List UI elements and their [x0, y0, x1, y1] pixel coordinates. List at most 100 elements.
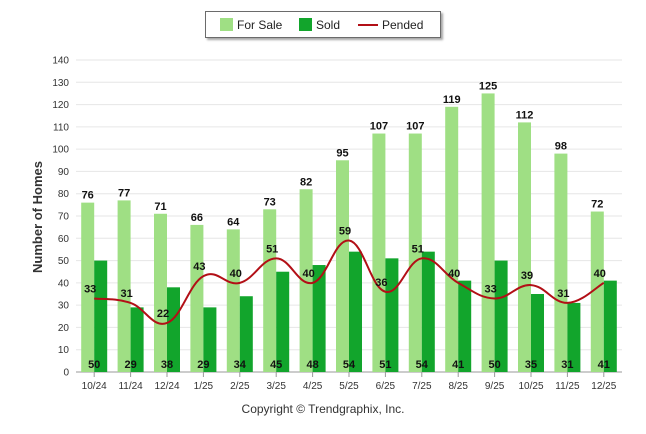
data-label-for-sale: 107 — [370, 121, 388, 133]
data-label-sold: 29 — [124, 359, 136, 371]
bar-for-sale — [518, 122, 531, 373]
bar-for-sale — [81, 202, 95, 372]
bar-for-sale — [190, 224, 204, 372]
legend-swatch-sold — [299, 18, 312, 31]
x-tick-label: 10/24 — [82, 381, 107, 392]
bar-for-sale — [226, 229, 240, 372]
bar-sold — [203, 307, 217, 372]
legend-label-sold: Sold — [316, 17, 341, 32]
bar-for-sale — [445, 106, 459, 373]
y-tick-label: 40 — [58, 278, 70, 289]
data-label-pended: 51 — [412, 243, 424, 255]
data-label-sold: 41 — [598, 359, 610, 371]
bar-for-sale — [408, 133, 422, 372]
bar-sold — [567, 302, 581, 372]
legend-item-for-sale[interactable]: For Sale — [220, 12, 282, 37]
data-label-pended: 59 — [339, 226, 351, 238]
data-label-for-sale: 107 — [406, 121, 424, 133]
x-tick-label: 12/24 — [154, 381, 179, 392]
data-label-sold: 45 — [270, 359, 282, 371]
data-label-pended: 40 — [594, 268, 606, 280]
x-tick-label: 2/25 — [230, 381, 250, 392]
x-tick-label: 12/25 — [591, 381, 616, 392]
y-tick-label: 60 — [58, 234, 70, 245]
x-tick-label: 9/25 — [485, 381, 505, 392]
data-label-sold: 38 — [161, 359, 173, 371]
x-tick-label: 4/25 — [303, 381, 323, 392]
x-tick-label: 7/25 — [412, 381, 432, 392]
bar-sold — [167, 287, 180, 372]
bar-sold — [531, 294, 544, 372]
bar-for-sale — [263, 209, 277, 372]
data-label-sold: 54 — [343, 359, 356, 371]
bar-for-sale — [372, 133, 386, 372]
bar-sold — [130, 307, 144, 372]
data-label-pended: 51 — [266, 243, 278, 255]
x-tick-label: 8/25 — [448, 381, 468, 392]
x-tick-label: 5/25 — [339, 381, 359, 392]
bar-for-sale — [154, 213, 167, 372]
x-tick-label: 11/24 — [118, 381, 143, 392]
data-label-for-sale: 98 — [555, 141, 567, 153]
y-tick-label: 30 — [58, 301, 70, 312]
chart-legend: For Sale Sold Pended — [205, 11, 441, 38]
y-tick-label: 140 — [52, 56, 69, 67]
x-tick-label: 1/25 — [194, 381, 214, 392]
data-label-sold: 31 — [561, 359, 573, 371]
y-tick-label: 70 — [58, 212, 70, 223]
data-label-sold: 48 — [306, 359, 318, 371]
line-layer — [94, 239, 605, 325]
data-label-for-sale: 71 — [154, 201, 166, 213]
label-layer: 76 50 77 29 71 38 66 29 64 34 73 45 82 48 95 54 107 51 107… — [82, 80, 610, 371]
y-tick-label: 0 — [63, 368, 69, 379]
data-label-for-sale: 95 — [336, 147, 348, 159]
data-label-sold: 29 — [197, 359, 209, 371]
data-label-sold: 35 — [525, 359, 537, 371]
data-label-for-sale: 119 — [443, 94, 461, 106]
bar-sold — [603, 280, 617, 372]
data-label-pended: 31 — [120, 288, 132, 300]
data-label-sold: 34 — [234, 359, 247, 371]
data-label-for-sale: 64 — [227, 216, 240, 228]
data-label-for-sale: 82 — [300, 176, 312, 188]
x-tick-label: 3/25 — [266, 381, 286, 392]
data-label-sold: 51 — [379, 359, 391, 371]
data-label-pended: 33 — [484, 283, 496, 295]
bar-sold — [276, 271, 290, 372]
bar-sold — [421, 251, 435, 372]
bar-sold — [385, 258, 399, 372]
data-label-pended: 31 — [557, 288, 569, 300]
data-label-sold: 41 — [452, 359, 464, 371]
legend-swatch-for-sale — [220, 18, 233, 31]
legend-label-pended: Pended — [382, 17, 424, 32]
data-label-for-sale: 66 — [191, 212, 203, 224]
y-tick-label: 20 — [58, 323, 70, 334]
y-tick-label: 50 — [58, 256, 70, 267]
data-label-sold: 50 — [88, 359, 100, 371]
legend-item-pended[interactable]: Pended — [358, 12, 423, 37]
bar-sold — [312, 265, 326, 372]
data-label-pended: 40 — [302, 268, 314, 280]
bar-for-sale — [299, 189, 313, 372]
copyright-footer: Copyright © Trendgraphix, Inc. — [241, 402, 405, 416]
y-tick-label: 100 — [52, 145, 69, 156]
data-label-pended: 43 — [193, 261, 205, 273]
bar-sold — [349, 251, 362, 372]
y-tick-label: 110 — [53, 122, 69, 133]
y-tick-label: 120 — [52, 100, 69, 111]
data-label-for-sale: 125 — [479, 80, 497, 92]
line-pended — [94, 239, 605, 325]
bar-for-sale — [336, 160, 349, 372]
data-label-pended: 33 — [84, 283, 96, 295]
x-tick-label: 6/25 — [376, 381, 396, 392]
legend-item-sold[interactable]: Sold — [299, 12, 340, 37]
legend-label-for-sale: For Sale — [237, 17, 283, 32]
x-tick-label: 10/25 — [518, 381, 543, 392]
y-axis-title: Number of Homes — [30, 161, 45, 273]
data-label-for-sale: 112 — [516, 109, 534, 121]
y-tick-label: 10 — [58, 345, 70, 356]
bar-for-sale — [590, 211, 604, 372]
data-label-pended: 40 — [230, 268, 242, 280]
data-label-for-sale: 77 — [118, 187, 130, 199]
